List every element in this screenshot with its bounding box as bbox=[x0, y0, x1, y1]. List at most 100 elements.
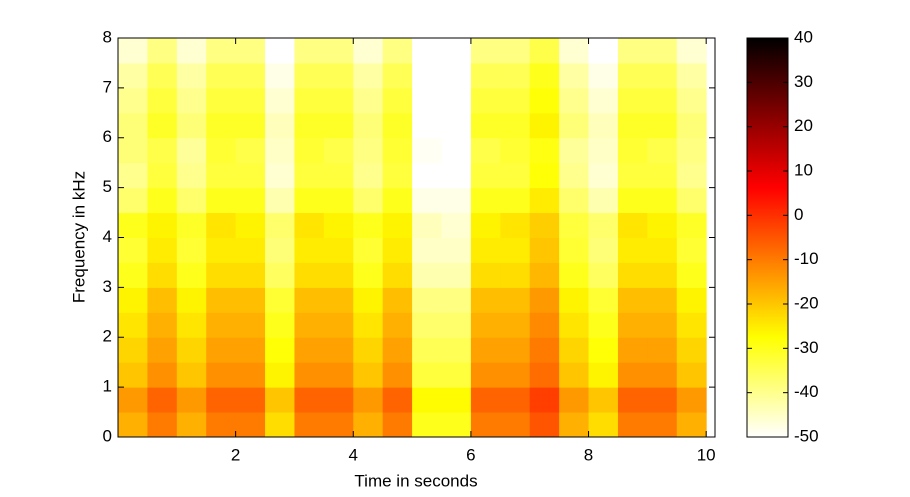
heatmap-cell bbox=[617, 237, 648, 263]
heatmap-cell bbox=[617, 87, 648, 114]
heatmap-cell bbox=[323, 262, 354, 288]
heatmap-cell bbox=[353, 262, 384, 288]
heatmap-cell bbox=[294, 312, 325, 338]
heatmap-cell bbox=[559, 38, 590, 64]
heatmap-cell bbox=[235, 38, 266, 64]
heatmap-cell bbox=[676, 87, 707, 114]
heatmap-cell bbox=[382, 337, 413, 363]
heatmap-cell bbox=[588, 38, 619, 64]
heatmap-cell bbox=[500, 38, 531, 64]
heatmap-cell bbox=[323, 387, 354, 413]
heatmap-cell bbox=[206, 87, 237, 114]
heatmap-cell bbox=[206, 387, 237, 413]
heatmap-cell bbox=[235, 112, 266, 139]
heatmap-cell bbox=[294, 337, 325, 363]
y-tick-label: 3 bbox=[103, 277, 112, 296]
heatmap-cell bbox=[441, 62, 472, 89]
heatmap-cell bbox=[206, 212, 237, 238]
heatmap-cell bbox=[412, 162, 442, 189]
heatmap-cell bbox=[118, 237, 148, 263]
heatmap-cell bbox=[559, 62, 590, 89]
colorbar-tick-label: -30 bbox=[794, 338, 819, 357]
heatmap-cell bbox=[529, 38, 560, 64]
heatmap-cell bbox=[676, 387, 707, 413]
heatmap-cell bbox=[176, 237, 207, 263]
heatmap-cell bbox=[382, 212, 413, 238]
heatmap-cell bbox=[529, 87, 560, 114]
heatmap-cell bbox=[353, 337, 384, 363]
heatmap-cell bbox=[559, 262, 590, 288]
heatmap-cell bbox=[265, 337, 295, 363]
heatmap-cell bbox=[353, 162, 384, 189]
heatmap-cell bbox=[147, 362, 178, 388]
heatmap-cell bbox=[441, 337, 472, 363]
heatmap-cell bbox=[176, 212, 207, 238]
heatmap-cell bbox=[647, 38, 678, 64]
x-tick-label: 10 bbox=[697, 445, 716, 464]
heatmap-cell bbox=[235, 387, 266, 413]
heatmap-cell bbox=[588, 337, 619, 363]
heatmap-cell bbox=[588, 112, 619, 139]
heatmap-cell bbox=[412, 62, 442, 89]
heatmap-cell bbox=[206, 287, 237, 313]
heatmap-cell bbox=[265, 412, 295, 438]
heatmap-cell bbox=[529, 387, 560, 413]
heatmap-cell bbox=[118, 162, 148, 189]
heatmap-cell bbox=[118, 262, 148, 288]
heatmap-cell bbox=[617, 187, 648, 214]
heatmap-cell bbox=[235, 262, 266, 288]
heatmap-cell bbox=[323, 112, 354, 139]
heatmap-cell bbox=[382, 112, 413, 139]
heatmap-cell bbox=[206, 262, 237, 288]
heatmap-cell bbox=[265, 162, 295, 189]
heatmap-cell bbox=[529, 312, 560, 338]
heatmap-cell bbox=[412, 362, 442, 388]
heatmap-cell bbox=[206, 137, 237, 164]
heatmap-cell bbox=[617, 112, 648, 139]
heatmap-cell bbox=[529, 337, 560, 363]
heatmap-cell bbox=[118, 412, 148, 438]
heatmap-cell bbox=[529, 162, 560, 189]
heatmap-cell bbox=[206, 112, 237, 139]
heatmap-cell bbox=[647, 87, 678, 114]
heatmap-cell bbox=[206, 337, 237, 363]
heatmap-cell bbox=[500, 137, 531, 164]
heatmap-cell bbox=[235, 137, 266, 164]
heatmap-cell bbox=[617, 412, 648, 438]
heatmap-cell bbox=[412, 262, 442, 288]
heatmap-cell bbox=[500, 162, 531, 189]
heatmap-cell bbox=[470, 412, 501, 438]
heatmap-cell bbox=[265, 112, 295, 139]
heatmap-cell bbox=[500, 187, 531, 214]
heatmap-cell bbox=[353, 62, 384, 89]
heatmap-cell bbox=[588, 187, 619, 214]
heatmap-cell bbox=[500, 112, 531, 139]
heatmap-cell bbox=[118, 312, 148, 338]
colorbar bbox=[747, 38, 788, 437]
heatmap-cell bbox=[294, 87, 325, 114]
heatmap-cell bbox=[147, 38, 178, 64]
heatmap-cell bbox=[118, 38, 148, 64]
heatmap-cell bbox=[441, 237, 472, 263]
heatmap-cell bbox=[470, 137, 501, 164]
heatmap-cell bbox=[353, 287, 384, 313]
heatmap-cell bbox=[470, 237, 501, 263]
heatmap-cell bbox=[412, 187, 442, 214]
heatmap-cell bbox=[676, 337, 707, 363]
heatmap-cell bbox=[265, 212, 295, 238]
heatmap-cell bbox=[588, 162, 619, 189]
heatmap-cell bbox=[206, 412, 237, 438]
heatmap-cell bbox=[382, 38, 413, 64]
heatmap-cell bbox=[559, 112, 590, 139]
heatmap-cell bbox=[647, 112, 678, 139]
heatmap-cell bbox=[353, 237, 384, 263]
heatmap-cell bbox=[559, 312, 590, 338]
heatmap-cell bbox=[559, 412, 590, 438]
heatmap-cell bbox=[176, 137, 207, 164]
heatmap-cell bbox=[118, 187, 148, 214]
heatmap-cell bbox=[265, 187, 295, 214]
heatmap-cell bbox=[676, 262, 707, 288]
heatmap-cell bbox=[529, 187, 560, 214]
heatmap-cell bbox=[500, 237, 531, 263]
heatmap-cell bbox=[294, 237, 325, 263]
